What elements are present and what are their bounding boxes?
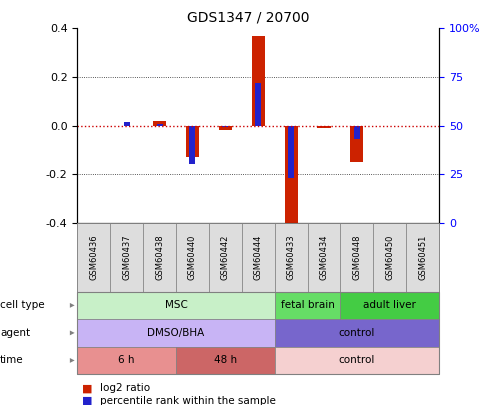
- Text: GDS1347 / 20700: GDS1347 / 20700: [187, 10, 309, 24]
- Text: percentile rank within the sample: percentile rank within the sample: [100, 396, 275, 405]
- Bar: [317, 126, 330, 128]
- Text: GSM60451: GSM60451: [418, 234, 427, 280]
- Bar: [186, 126, 199, 157]
- Text: time: time: [0, 356, 23, 365]
- Text: GSM60437: GSM60437: [122, 234, 131, 280]
- Text: 6 h: 6 h: [118, 356, 135, 365]
- Bar: [153, 121, 166, 126]
- Text: cell type: cell type: [0, 301, 44, 310]
- Text: GSM60444: GSM60444: [253, 234, 263, 280]
- Text: ■: ■: [82, 384, 93, 393]
- Bar: [124, 122, 130, 126]
- Text: GSM60434: GSM60434: [319, 234, 328, 280]
- Text: ■: ■: [82, 396, 93, 405]
- Text: GSM60450: GSM60450: [385, 234, 394, 280]
- Text: control: control: [339, 356, 375, 365]
- Bar: [350, 126, 363, 162]
- Text: 48 h: 48 h: [214, 356, 237, 365]
- Bar: [251, 36, 265, 126]
- Text: adult liver: adult liver: [363, 301, 416, 310]
- Text: GSM60442: GSM60442: [221, 234, 230, 280]
- Text: GSM60436: GSM60436: [89, 234, 98, 280]
- Text: fetal brain: fetal brain: [280, 301, 334, 310]
- Text: MSC: MSC: [165, 301, 188, 310]
- Bar: [219, 126, 232, 130]
- Bar: [284, 126, 298, 230]
- Text: GSM60440: GSM60440: [188, 234, 197, 280]
- Text: log2 ratio: log2 ratio: [100, 384, 150, 393]
- Text: control: control: [339, 328, 375, 338]
- Text: DMSO/BHA: DMSO/BHA: [147, 328, 205, 338]
- Bar: [190, 126, 196, 164]
- Bar: [354, 126, 360, 139]
- Bar: [157, 124, 163, 126]
- Text: GSM60433: GSM60433: [286, 234, 295, 280]
- Text: agent: agent: [0, 328, 30, 338]
- Text: GSM60438: GSM60438: [155, 234, 164, 280]
- Bar: [255, 83, 261, 126]
- Bar: [288, 126, 294, 178]
- Bar: [223, 126, 229, 128]
- Text: GSM60448: GSM60448: [352, 234, 361, 280]
